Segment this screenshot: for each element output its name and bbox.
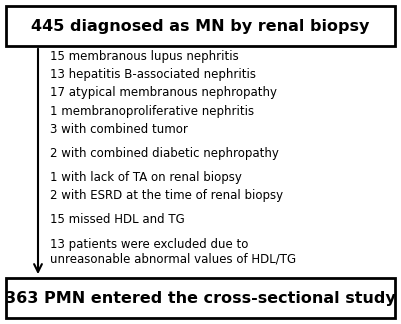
Bar [6, 278, 395, 318]
Text: 13 patients were excluded due to
unreasonable abnormal values of HDL/TG: 13 patients were excluded due to unreaso… [50, 237, 296, 266]
Bar [6, 6, 395, 46]
Text: 15 membranous lupus nephritis: 15 membranous lupus nephritis [50, 50, 239, 63]
Text: 1 membranoproliferative nephritis: 1 membranoproliferative nephritis [50, 105, 254, 118]
Text: 15 missed HDL and TG: 15 missed HDL and TG [50, 214, 185, 226]
Text: 2 with ESRD at the time of renal biopsy: 2 with ESRD at the time of renal biopsy [50, 189, 283, 202]
Text: 17 atypical membranous nephropathy: 17 atypical membranous nephropathy [50, 87, 277, 99]
Text: 13 hepatitis B-associated nephritis: 13 hepatitis B-associated nephritis [50, 68, 256, 81]
Text: 363 PMN entered the cross-sectional study: 363 PMN entered the cross-sectional stud… [5, 291, 396, 306]
Text: 2 with combined diabetic nephropathy: 2 with combined diabetic nephropathy [50, 147, 279, 160]
Text: 445 diagnosed as MN by renal biopsy: 445 diagnosed as MN by renal biopsy [31, 18, 370, 33]
Text: 3 with combined tumor: 3 with combined tumor [50, 123, 188, 136]
Text: 1 with lack of TA on renal biopsy: 1 with lack of TA on renal biopsy [50, 171, 242, 184]
